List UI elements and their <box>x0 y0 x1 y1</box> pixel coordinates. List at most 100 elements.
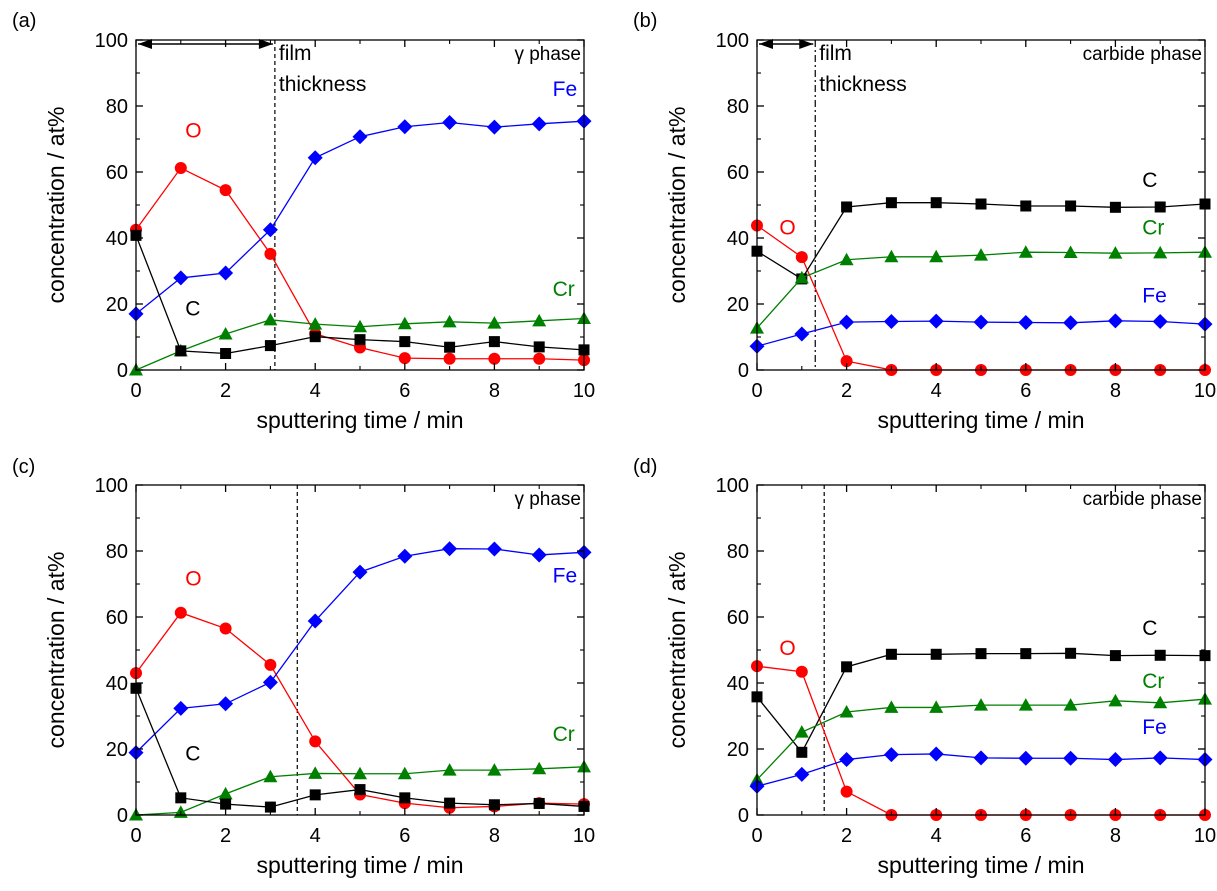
data-point-Cr <box>263 769 278 783</box>
data-point-O <box>174 606 187 619</box>
x-tick-label: 6 <box>1020 825 1031 847</box>
data-point-C <box>885 197 897 209</box>
series-label-C: C <box>1142 169 1157 192</box>
y-axis-label: concentration / at% <box>664 552 690 749</box>
data-point-Cr <box>442 314 457 328</box>
data-point-Cr <box>1063 698 1078 711</box>
y-tick-label: 80 <box>106 96 128 118</box>
x-axis-label: sputtering time / min <box>256 852 463 878</box>
data-point-C <box>444 341 456 353</box>
y-tick-label: 0 <box>738 805 749 827</box>
data-point-Fe <box>928 313 944 329</box>
data-point-C <box>930 197 942 209</box>
y-tick-label: 20 <box>106 294 128 316</box>
data-point-Fe <box>218 265 234 281</box>
data-point-Fe <box>1063 750 1079 766</box>
x-tick-label: 4 <box>310 380 321 402</box>
x-axis-label: sputtering time / min <box>877 852 1084 878</box>
data-point-O <box>219 184 232 197</box>
phase-label: carbide phase <box>1083 489 1202 510</box>
x-tick-label: 10 <box>573 825 595 847</box>
arrow-head-left <box>138 39 152 49</box>
data-point-C <box>399 336 411 348</box>
data-point-O <box>795 251 808 264</box>
data-point-C <box>175 345 187 357</box>
data-point-O <box>398 352 411 365</box>
data-point-C <box>1020 200 1032 212</box>
x-tick-label: 8 <box>1110 825 1121 847</box>
data-point-C <box>309 331 321 343</box>
data-point-Fe <box>173 270 189 286</box>
data-point-Fe <box>1107 752 1123 768</box>
series-label-C: C <box>185 743 200 766</box>
data-point-O <box>174 162 187 175</box>
x-tick-label: 0 <box>130 380 141 402</box>
plot-frame <box>135 484 585 816</box>
data-point-O <box>795 665 808 678</box>
y-tick-label: 60 <box>106 607 128 629</box>
data-point-C <box>1020 648 1032 660</box>
y-tick-label: 80 <box>727 541 749 563</box>
x-tick-label: 6 <box>1020 380 1031 402</box>
y-tick-label: 100 <box>716 475 749 497</box>
data-point-Cr <box>397 766 412 780</box>
y-tick-label: 60 <box>727 607 749 629</box>
data-point-C <box>533 341 545 353</box>
data-point-Cr <box>974 698 988 711</box>
x-tick-label: 6 <box>399 380 410 402</box>
data-point-C <box>1109 201 1121 213</box>
series-label-Cr: Cr <box>1142 670 1164 693</box>
data-point-Cr <box>839 705 854 718</box>
data-point-Fe <box>531 547 547 563</box>
series-label-Cr: Cr <box>553 723 575 746</box>
x-tick-label: 4 <box>931 825 942 847</box>
data-point-Cr <box>839 252 854 266</box>
series-label-Fe: Fe <box>1142 284 1167 307</box>
data-point-C <box>1065 647 1077 659</box>
y-tick-label: 20 <box>727 739 749 761</box>
data-point-Cr <box>884 249 899 263</box>
x-tick-label: 0 <box>130 825 141 847</box>
x-tick-label: 10 <box>573 380 595 402</box>
series-label-O: O <box>185 119 201 142</box>
data-point-Cr <box>929 249 944 263</box>
series-label-C: C <box>1142 617 1157 640</box>
data-point-O <box>533 352 546 365</box>
data-point-Cr <box>1153 245 1168 259</box>
data-point-Fe <box>442 115 458 130</box>
y-axis-label: concentration / at% <box>664 107 690 304</box>
data-point-Fe <box>928 746 944 762</box>
data-point-Fe <box>352 564 368 580</box>
film-thickness-label: thickness <box>819 73 907 96</box>
data-point-C <box>444 797 456 809</box>
data-point-O <box>309 735 322 748</box>
data-point-Fe <box>794 766 810 782</box>
y-tick-label: 80 <box>727 96 749 118</box>
data-point-Cr <box>263 312 278 326</box>
y-tick-label: 100 <box>95 475 128 497</box>
data-point-Fe <box>1018 314 1034 330</box>
data-point-Cr <box>353 766 367 780</box>
series-label-C: C <box>185 298 200 321</box>
data-point-Cr <box>308 766 323 779</box>
x-tick-label: 2 <box>220 380 231 402</box>
panel-1: (b) film thickness carbide phase O C Cr Fe 0 2 4 6 8… <box>633 10 1216 433</box>
data-point-Cr <box>794 725 809 738</box>
data-point-C <box>841 201 853 213</box>
data-point-C <box>309 789 321 801</box>
data-point-C <box>264 340 276 352</box>
data-point-C <box>841 661 853 673</box>
panel-label: (a) <box>12 10 36 32</box>
x-tick-label: 8 <box>489 825 500 847</box>
data-point-C <box>220 798 232 810</box>
data-point-Fe <box>442 541 458 557</box>
series-label-O: O <box>779 637 795 660</box>
arrow-head-right <box>258 39 273 49</box>
y-tick-label: 0 <box>738 360 749 382</box>
data-point-Cr <box>1153 695 1168 709</box>
phase-label: carbide phase <box>1083 44 1202 65</box>
panel-label: (b) <box>633 10 657 32</box>
